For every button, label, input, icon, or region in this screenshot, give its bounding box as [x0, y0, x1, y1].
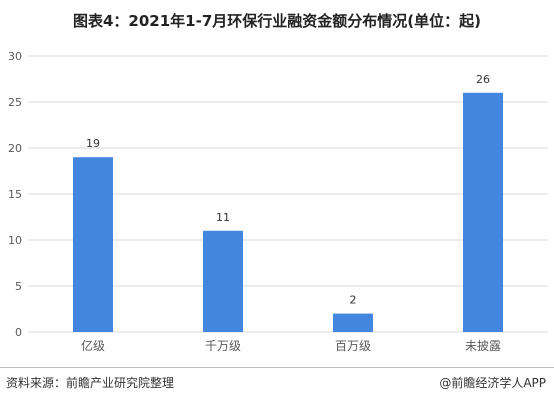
bar-3 — [463, 92, 503, 332]
x-tick-label: 千万级 — [205, 339, 241, 353]
data-label: 11 — [216, 211, 230, 224]
x-tick-label: 百万级 — [335, 339, 371, 353]
data-labels: 19 11 2 26 — [86, 73, 490, 307]
y-tick-label: 20 — [8, 142, 22, 155]
source-note: 资料来源：前瞻产业研究院整理 — [6, 376, 175, 390]
y-tick-label: 15 — [8, 188, 22, 201]
bar-1 — [203, 230, 243, 332]
x-axis-ticks: 亿级 千万级 百万级 未披露 — [81, 338, 501, 353]
bar-0 — [73, 157, 113, 332]
x-tick-label: 亿级 — [81, 338, 105, 353]
data-label: 2 — [350, 294, 357, 307]
credit-note: @前瞻经济学人APP — [439, 376, 546, 390]
y-tick-label: 0 — [15, 326, 22, 339]
data-label: 19 — [86, 137, 100, 150]
gridlines — [28, 55, 548, 333]
y-axis-ticks: 0 5 10 15 20 25 30 — [8, 50, 22, 339]
chart-title: 图表4：2021年1-7月环保行业融资金额分布情况(单位：起) — [73, 12, 481, 30]
footer-divider — [0, 367, 554, 368]
y-tick-label: 10 — [8, 234, 22, 247]
data-label: 26 — [476, 73, 490, 86]
y-tick-label: 25 — [8, 96, 22, 109]
bars — [73, 92, 503, 332]
y-tick-label: 30 — [8, 50, 22, 63]
bar-2 — [333, 313, 373, 332]
x-tick-label: 未披露 — [465, 339, 501, 353]
y-tick-label: 5 — [15, 280, 22, 293]
